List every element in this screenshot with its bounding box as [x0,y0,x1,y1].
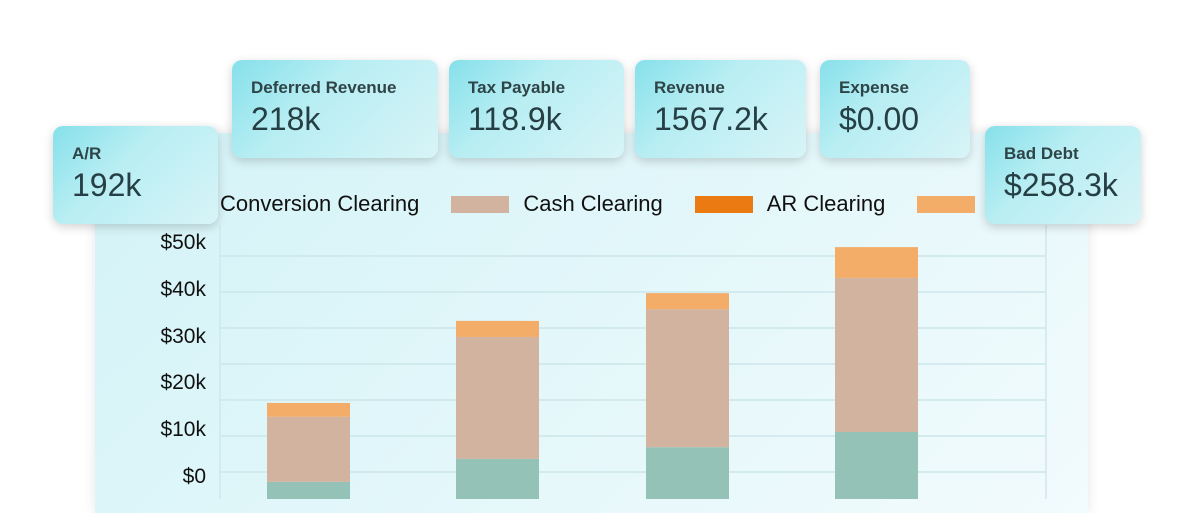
metric-value: 1567.2k [654,101,768,137]
bar-segment-series-4 [267,402,350,417]
metric-card-deferred-revenue: Deferred Revenue 218k [232,60,438,158]
legend-label-cash-clearing: Cash Clearing [523,191,663,216]
legend-swatch-series-4 [917,195,976,213]
legend-label-conversion-clearing: Conversion Clearing [220,191,420,216]
bar-segment-conversion-clearing [835,431,918,499]
y-tick-label: $40k [160,277,206,301]
metric-card-revenue: Revenue 1567.2k [635,60,806,158]
metric-label: A/R [72,144,102,163]
metric-card-expense: Expense $0.00 [820,60,970,158]
legend: Conversion Clearing Cash Clearing AR Cle… [220,190,989,218]
metric-card-bad-debt: Bad Debt $258.3k [985,126,1141,224]
bar-segment-series-4 [835,247,918,278]
bar-segment-cash-clearing [456,336,539,459]
metric-label: Revenue [654,78,725,97]
metric-label: Deferred Revenue [251,78,397,97]
bar-segment-conversion-clearing [456,458,539,499]
bar-segment-series-4 [646,293,729,310]
metric-value: $258.3k [1004,167,1118,203]
metric-value: 218k [251,101,321,137]
metric-value: 118.9k [468,101,562,137]
bar-segment-series-4 [456,320,539,337]
y-tick-label: $30k [160,324,206,348]
bar-segment-cash-clearing [267,416,350,482]
metric-value: $0.00 [839,101,920,137]
bar-segment-conversion-clearing [267,481,350,499]
metric-card-ar: A/R 192k [53,126,218,224]
bar-segment-cash-clearing [835,277,918,432]
y-tick-label: $50k [160,231,206,254]
metric-label: Expense [839,78,909,97]
metric-value: 192k [72,167,142,203]
legend-swatch-cash-clearing [451,195,510,213]
bar-segment-conversion-clearing [646,447,729,499]
y-tick-label: $20k [160,371,206,395]
legend-swatch-ar-clearing [694,195,753,213]
y-tick-label: $0 [182,465,206,488]
metric-label: Tax Payable [468,78,566,97]
y-tick-label: $10k [160,418,206,442]
metric-card-tax-payable: Tax Payable 118.9k [449,60,624,158]
legend-label-ar-clearing: AR Clearing [766,191,886,216]
stacked-bar-chart [219,225,1047,499]
bar-segment-cash-clearing [646,309,729,448]
metric-label: Bad Debt [1004,144,1079,163]
